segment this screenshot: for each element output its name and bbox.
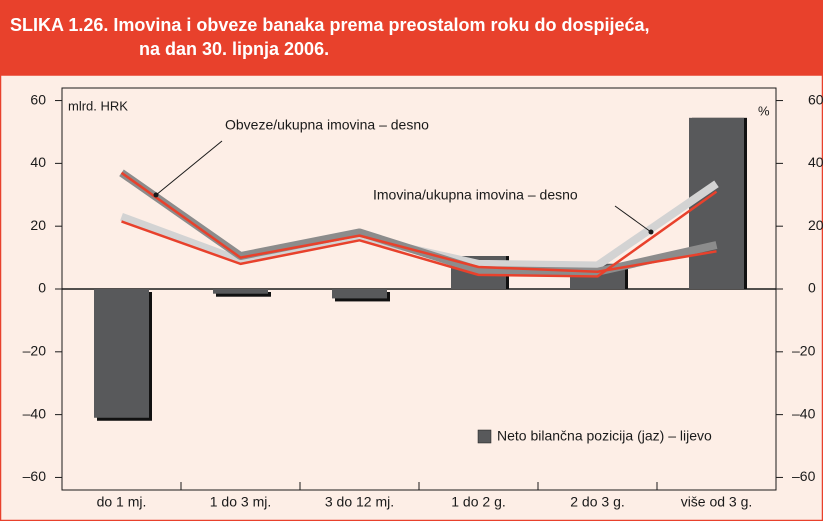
y-tick-label: 0 (38, 280, 46, 296)
legend-swatch (477, 429, 492, 444)
x-tick-label: 2 do 3 g. (570, 494, 625, 510)
leader-dot (153, 192, 159, 198)
leader (614, 205, 652, 233)
y2-tick-label: 20 (808, 217, 823, 233)
y-tick-label: 60 (30, 91, 46, 107)
y-tick-label: 40 (30, 154, 46, 170)
line (121, 190, 718, 278)
leader-dot (648, 229, 654, 235)
x-tick-label: 1 do 2 g. (451, 494, 506, 510)
y-tick-label: –20 (23, 343, 47, 359)
bar-shadow (216, 292, 271, 297)
line (120, 171, 717, 273)
y-tick-label: 20 (30, 217, 46, 233)
legend-label: Neto bilančna pozicija (jaz) – lijevo (497, 428, 712, 444)
chart-title: SLIKA 1.26. Imovina i obveze banaka prem… (10, 15, 650, 35)
y2-tick-label: –60 (792, 468, 816, 484)
y2-tick-label: 60 (808, 91, 823, 107)
y-axis-label: mlrd. HRK (68, 98, 128, 113)
y-tick-label: –60 (23, 468, 47, 484)
chart-title: na dan 30. lipnja 2006. (139, 39, 329, 59)
annotation: Imovina/ukupna imovina – desno (373, 187, 578, 203)
x-tick-label: 1 do 3 mj. (210, 494, 271, 510)
y2-tick-label: –40 (792, 405, 816, 421)
title-band (0, 0, 823, 75)
y2-tick-label: –20 (792, 343, 816, 359)
bar (213, 289, 268, 294)
bar (332, 289, 387, 299)
bar (94, 289, 149, 418)
y2-tick-label: 0 (808, 280, 816, 296)
x-tick-label: do 1 mj. (97, 494, 147, 510)
leader (155, 140, 223, 196)
x-tick-label: više od 3 g. (681, 494, 753, 510)
x-tick-label: 3 do 12 mj. (325, 494, 394, 510)
y2-axis-label: % (758, 103, 770, 118)
annotation: Obveze/ukupna imovina – desno (225, 117, 429, 133)
bar (689, 117, 744, 289)
y2-tick-label: 40 (808, 154, 823, 170)
y-tick-label: –40 (23, 405, 47, 421)
